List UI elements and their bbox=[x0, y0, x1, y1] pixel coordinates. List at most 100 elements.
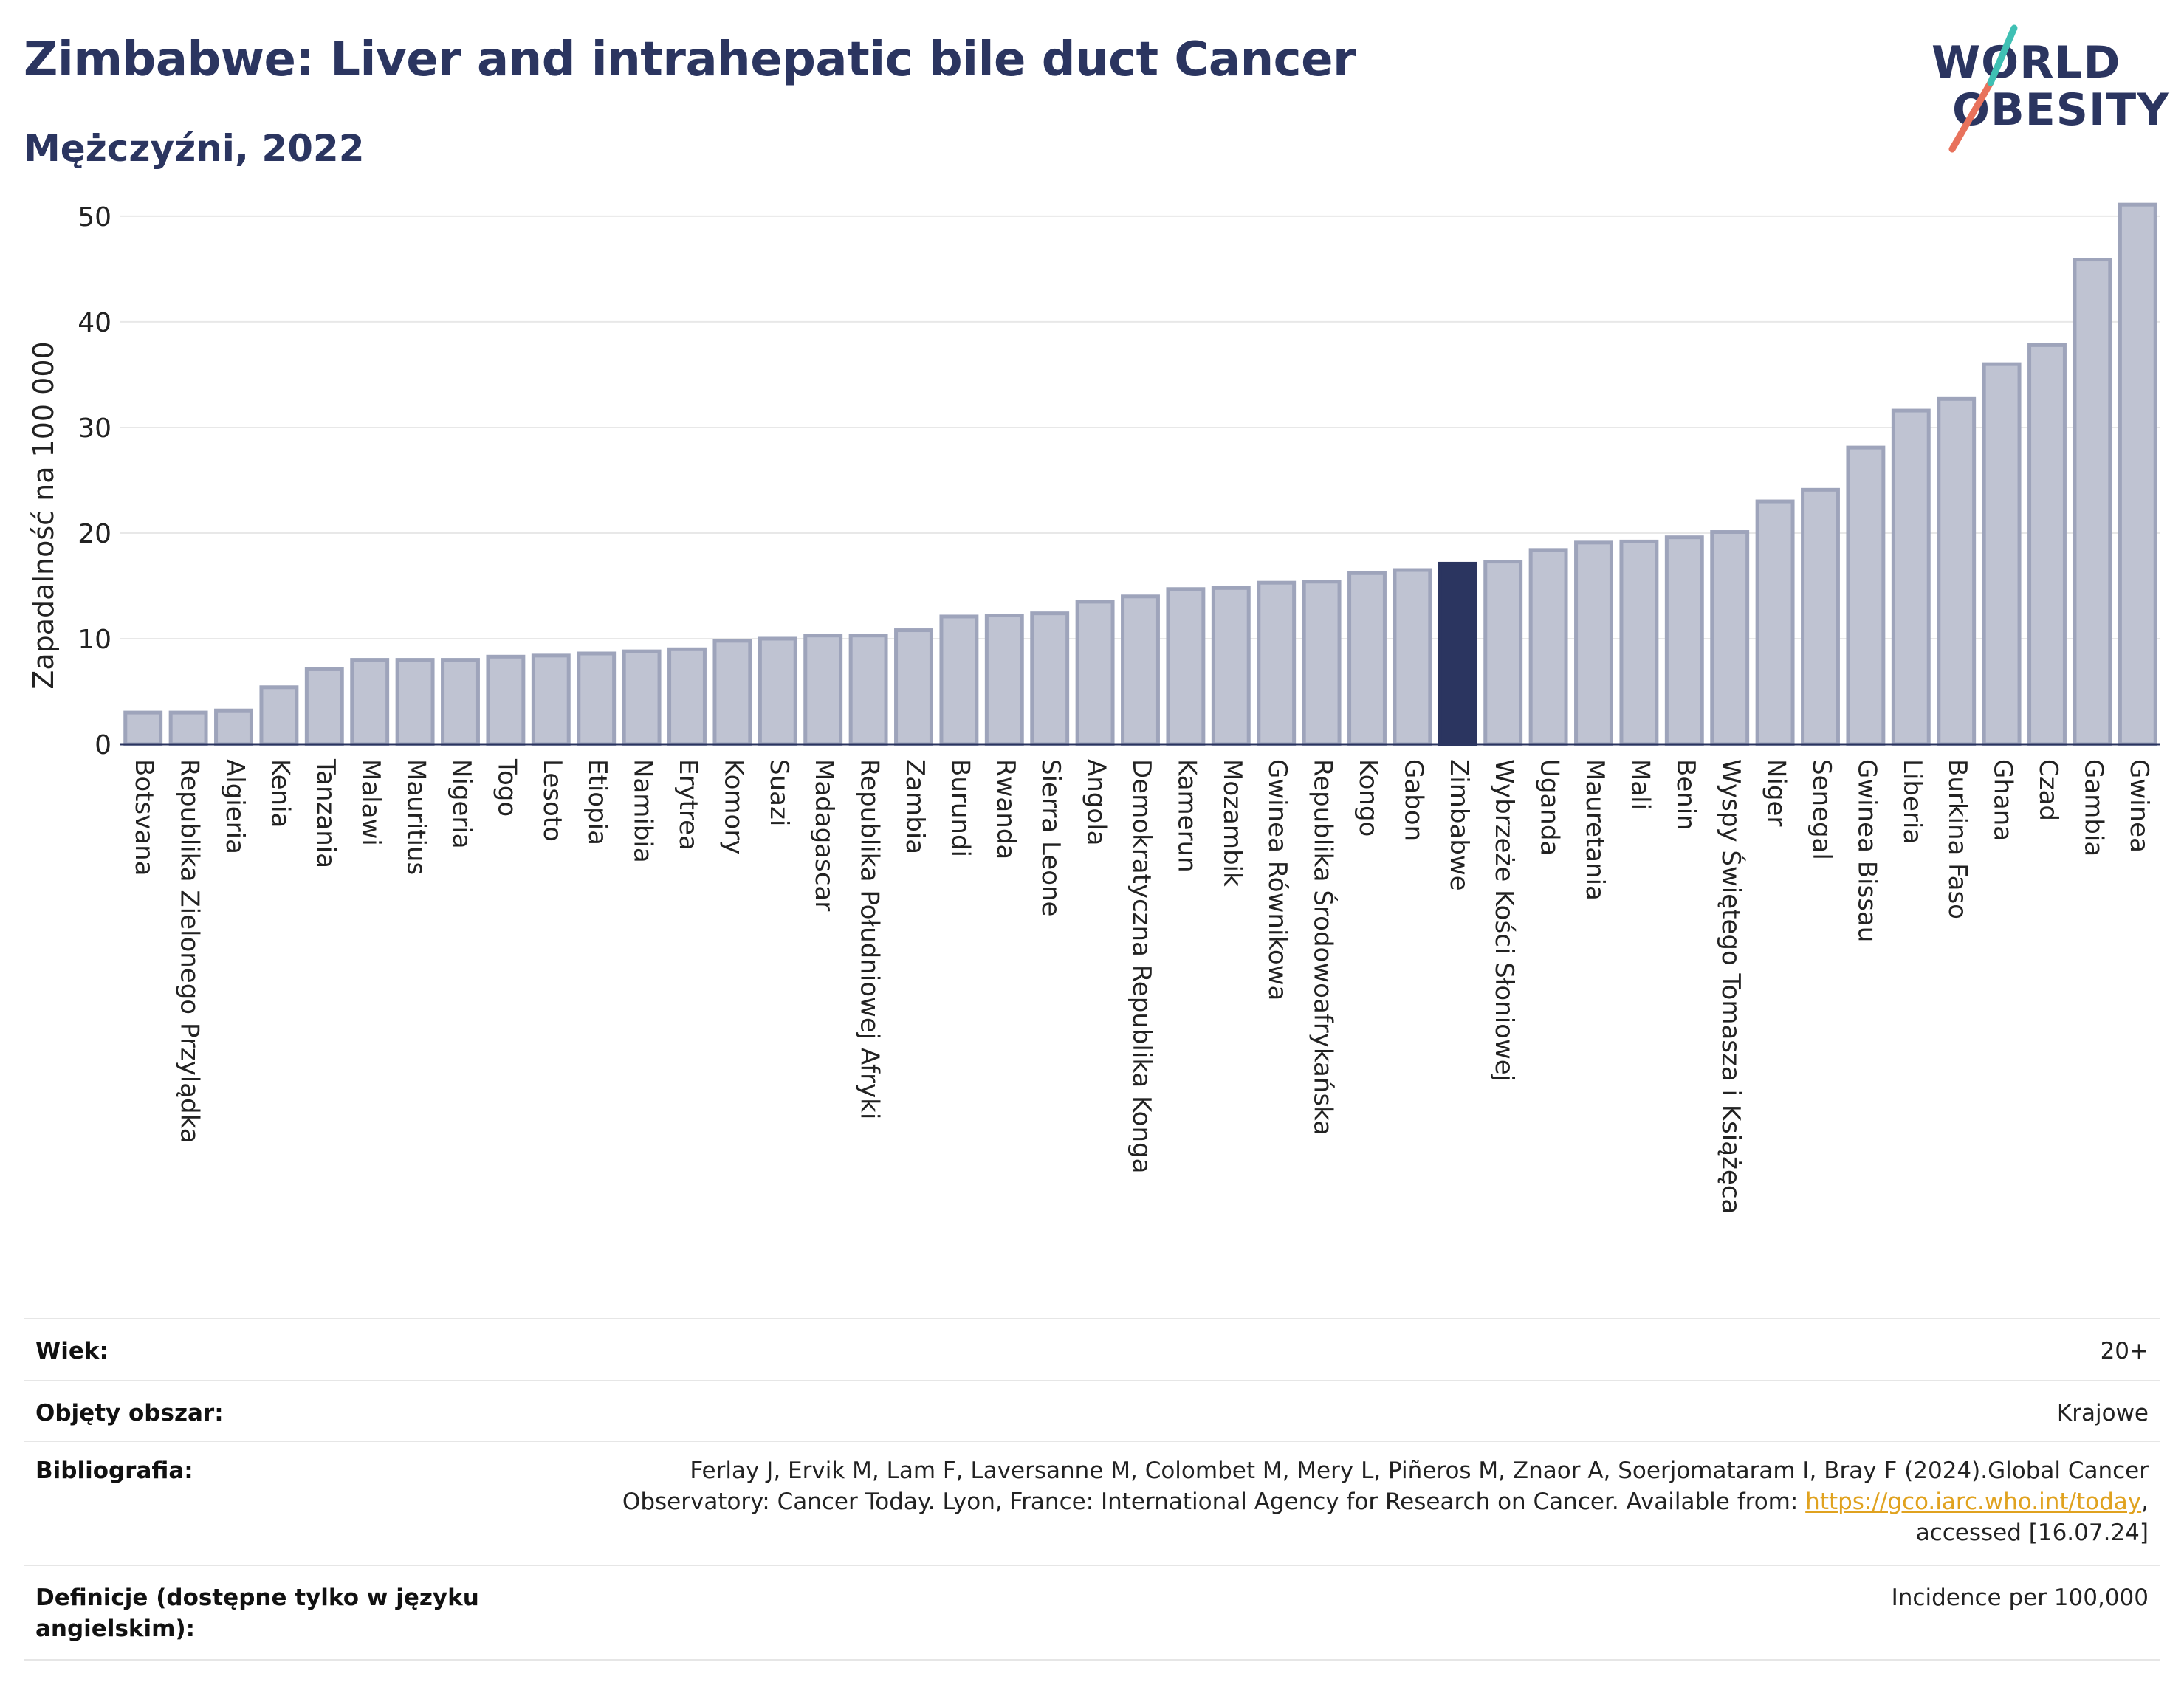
bar bbox=[894, 628, 933, 746]
x-tick-label: Erytrea bbox=[673, 759, 703, 851]
x-tick-label: Czad bbox=[2033, 759, 2063, 821]
meta-label-definitions: Definicje (dostępne tylko w języku angie… bbox=[35, 1582, 479, 1644]
bar bbox=[1347, 571, 1387, 746]
bar bbox=[848, 634, 888, 746]
bar bbox=[622, 649, 662, 746]
x-tick-label: Niger bbox=[1762, 759, 1791, 826]
bar-chart: 0 10 20 30 40 50 Zapadalność na 100 000 Botsvan… bbox=[27, 202, 2160, 1214]
definitions-label-line2: angielskim): bbox=[35, 1616, 196, 1642]
bibliography-line1: Ferlay J, Ervik M, Lam F, Laversanne M, … bbox=[690, 1458, 2149, 1484]
bar bbox=[2118, 202, 2157, 746]
meta-label-age: Wiek: bbox=[35, 1338, 109, 1364]
x-tick-label: Sierra Leone bbox=[1036, 759, 1065, 916]
x-tick-label: Liberia bbox=[1898, 759, 1927, 844]
bibliography-line2: Observatory: Cancer Today. Lyon, France:… bbox=[622, 1486, 2149, 1517]
meta-value-area: Krajowe bbox=[2056, 1400, 2149, 1427]
bar bbox=[803, 634, 843, 746]
x-tick-label: Namibia bbox=[628, 759, 658, 863]
x-tick-label: Ghana bbox=[1988, 759, 2018, 841]
bar bbox=[939, 614, 979, 746]
meta-row-age: Wiek: 20+ bbox=[24, 1318, 2160, 1381]
meta-value-age: 20+ bbox=[2100, 1338, 2149, 1364]
bar bbox=[1030, 611, 1070, 746]
x-tick-label: Gwinea bbox=[2124, 759, 2154, 853]
x-tick-label: Kamerun bbox=[1172, 759, 1201, 873]
bar bbox=[1166, 587, 1206, 746]
bar bbox=[1075, 600, 1115, 746]
bar bbox=[577, 651, 617, 746]
x-tick-label: Togo bbox=[492, 758, 521, 817]
meta-label-bibliography: Bibliografia: bbox=[35, 1458, 193, 1484]
bar bbox=[984, 614, 1024, 746]
bar bbox=[1846, 445, 1886, 746]
meta-row-definitions: Definicje (dostępne tylko w języku angie… bbox=[24, 1565, 2160, 1661]
x-tick-label: Gabon bbox=[1398, 759, 1428, 841]
x-tick-label: Zimbabwe bbox=[1444, 759, 1474, 891]
y-tick-label: 0 bbox=[95, 730, 111, 761]
bar bbox=[1393, 568, 1432, 746]
world-obesity-logo: WORLD OBESITY bbox=[1920, 22, 2171, 155]
x-tick-label: Republika Zielonego Przylądka bbox=[175, 759, 205, 1144]
bar bbox=[1801, 487, 1840, 746]
bar bbox=[1574, 540, 1613, 746]
logo-slash-icon bbox=[1948, 24, 2018, 153]
x-tick-label: Wyspy Świętego Tomasza i Książęca bbox=[1716, 759, 1746, 1214]
x-tick-label: Angola bbox=[1082, 759, 1111, 845]
x-tick-label: Burundi bbox=[945, 759, 975, 857]
x-tick-label: Uganda bbox=[1535, 759, 1565, 856]
x-tick-label: Mozambik bbox=[1218, 759, 1247, 887]
bar bbox=[214, 708, 253, 746]
bar bbox=[1121, 594, 1160, 746]
page-title: Zimbabwe: Liver and intrahepatic bile du… bbox=[24, 32, 1356, 87]
x-tick-label: Botsvana bbox=[129, 759, 159, 876]
bar bbox=[350, 658, 390, 746]
y-tick-label: 30 bbox=[78, 413, 111, 444]
bar bbox=[1937, 396, 1977, 746]
bar bbox=[1891, 408, 1931, 746]
bibliography-link[interactable]: https://gco.iarc.who.int/today bbox=[1805, 1489, 2142, 1515]
x-tick-label: Suazi bbox=[764, 759, 794, 826]
x-tick-label: Kenia bbox=[265, 759, 295, 828]
x-tick-label: Senegal bbox=[1807, 759, 1836, 860]
x-tick-label: Tanzania bbox=[311, 758, 340, 868]
bibliography-line3: accessed [16.07.24] bbox=[1915, 1520, 2149, 1546]
bibliography-line2-text: Observatory: Cancer Today. Lyon, France:… bbox=[622, 1489, 1806, 1515]
bar bbox=[395, 658, 435, 746]
bibliography-line2-end: , bbox=[2141, 1489, 2149, 1515]
x-tick-label: Wybrzeże Kości Słoniowej bbox=[1489, 759, 1519, 1082]
x-tick-label: Nigeria bbox=[447, 759, 476, 849]
logo-line1: WORLD bbox=[1931, 37, 2121, 89]
meta-row-area: Objęty obszar: Krajowe bbox=[24, 1380, 2160, 1442]
bar bbox=[1302, 580, 1342, 746]
x-tick-label: Zambia bbox=[900, 759, 930, 854]
x-tick-label: Mali bbox=[1625, 759, 1655, 810]
x-tick-label: Rwanda bbox=[991, 759, 1020, 859]
meta-value-bibliography: Ferlay J, Ervik M, Lam F, Laversanne M, … bbox=[622, 1455, 2149, 1548]
meta-row-bibliography: Bibliografia: Ferlay J, Ervik M, Lam F, … bbox=[24, 1441, 2160, 1566]
x-tick-label: Gwinea Bissau bbox=[1852, 759, 1881, 942]
y-tick-label: 10 bbox=[78, 625, 111, 655]
x-tick-label: Kongo bbox=[1353, 759, 1383, 837]
bar bbox=[2027, 343, 2067, 746]
bar bbox=[1664, 535, 1704, 746]
x-tick-label: Mauritius bbox=[402, 759, 431, 875]
x-tick-label: Republika Środowoafrykańska bbox=[1308, 759, 1339, 1136]
bar bbox=[1528, 548, 1568, 746]
x-tick-label: Republika Południowej Afryki bbox=[855, 759, 885, 1119]
page-subtitle: Mężczyźni, 2022 bbox=[24, 127, 365, 170]
bar bbox=[712, 639, 752, 746]
x-tick-label: Malawi bbox=[356, 759, 385, 846]
x-tick-label: Benin bbox=[1671, 759, 1700, 831]
x-tick-label: Burkina Faso bbox=[1943, 759, 1972, 919]
x-tick-label: Algieria bbox=[220, 759, 250, 854]
x-tick-label: Demokratyczna Republika Konga bbox=[1127, 759, 1156, 1173]
x-tick-label: Etiopia bbox=[583, 759, 612, 845]
bar bbox=[1755, 499, 1795, 746]
bar bbox=[1438, 561, 1477, 746]
x-tick-label: Gwinea Równikowa bbox=[1263, 759, 1292, 1000]
x-tick-label: Lesoto bbox=[538, 759, 567, 842]
x-tick-label: Mauretania bbox=[1580, 759, 1610, 901]
meta-label-area: Objęty obszar: bbox=[35, 1400, 224, 1427]
bar bbox=[531, 653, 571, 746]
y-tick-label: 40 bbox=[78, 308, 111, 338]
